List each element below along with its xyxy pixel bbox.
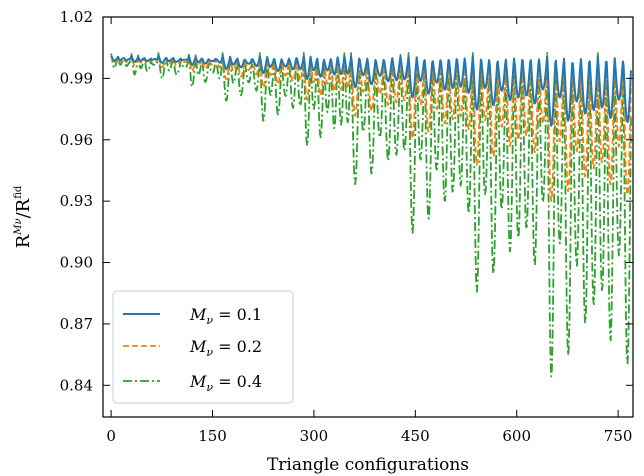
y-tick-label: 0.90 [60,254,93,272]
x-tick-label: 300 [300,427,329,445]
x-axis: 0 150 300 450 600 750 [106,17,632,445]
series-line-3 [110,52,632,378]
x-tick-label: 750 [604,427,633,445]
y-tick-label: 1.02 [60,8,93,26]
series-layer [110,52,632,378]
y-axis-label: RMν/Rfid [13,185,34,248]
x-tick-label: 0 [106,427,116,445]
y-axis: 0.84 0.87 0.90 0.93 0.96 0.99 1.02 [60,8,633,394]
y-tick-label: 0.96 [60,131,93,149]
y-label-main2: R [13,198,34,212]
legend-box [112,290,294,404]
x-axis-label: Triangle configurations [267,455,469,475]
y-label-slash: / [13,211,34,218]
legend-label-2: Mν = 0.2 [189,337,262,359]
x-tick-label: 150 [198,427,227,445]
y-tick-label: 0.93 [60,192,93,210]
y-tick-label: 0.87 [60,315,93,333]
series-line-1 [110,55,632,127]
legend-label-1: Mν = 0.1 [189,305,262,327]
svg-text:RMν/Rfid: RMν/Rfid [13,185,34,248]
x-tick-label: 450 [401,427,430,445]
y-label-main: R [13,234,34,248]
y-label-sup2: fid [13,185,24,199]
y-label-sup: Mν [13,218,24,235]
series-line-2 [110,54,632,202]
legend-label-3: Mν = 0.4 [189,372,262,394]
y-tick-label: 0.84 [60,376,93,394]
legend: Mν = 0.1 Mν = 0.2 Mν = 0.4 [112,290,294,404]
plot-frame [102,16,634,418]
x-tick-label: 600 [502,427,531,445]
y-tick-label: 0.99 [60,69,93,87]
